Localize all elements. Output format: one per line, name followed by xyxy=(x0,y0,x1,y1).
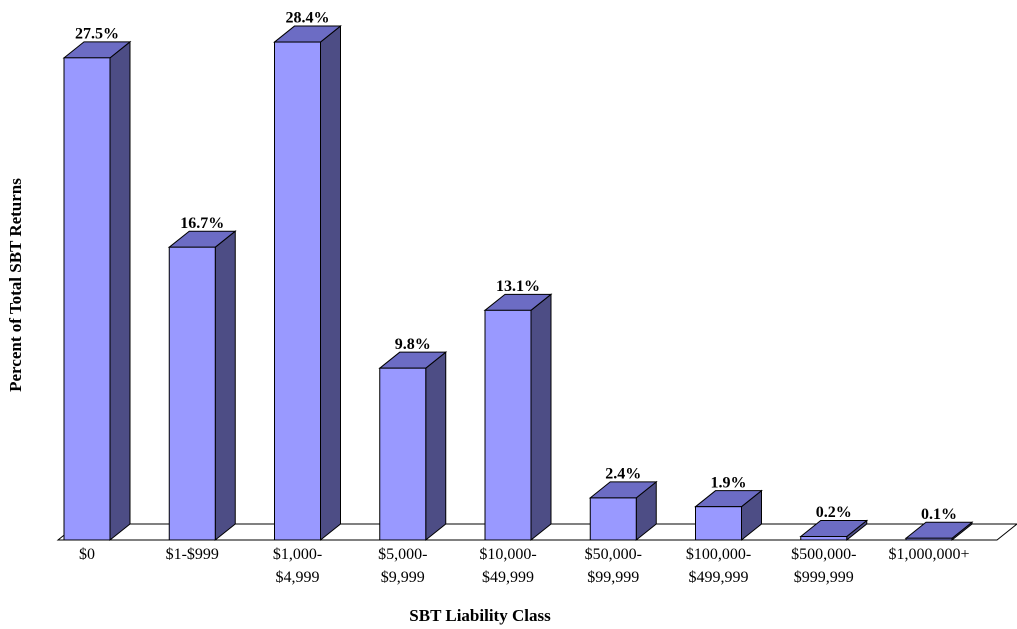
bar-side xyxy=(425,351,447,542)
data-label: 0.1% xyxy=(921,506,957,523)
bar xyxy=(484,309,532,541)
data-label: 27.5% xyxy=(75,26,119,43)
data-label: 0.2% xyxy=(816,504,852,521)
x-tick-label: $1,000-$4,999 xyxy=(273,546,322,586)
bar-side xyxy=(320,25,341,542)
x-tick-label: $500,000-$999,999 xyxy=(791,546,856,586)
bar xyxy=(63,57,111,541)
bar xyxy=(168,246,216,541)
bar xyxy=(800,535,848,541)
bar xyxy=(589,497,637,541)
data-label: 28.4% xyxy=(286,10,330,27)
x-axis-title: SBT Liability Class xyxy=(409,606,551,625)
x-tick-label: $100,000-$499,999 xyxy=(686,546,751,586)
bar-side xyxy=(109,40,131,542)
x-tick-label: $1-$999 xyxy=(166,546,219,563)
bar xyxy=(695,506,742,541)
bar xyxy=(379,367,427,541)
data-label: 2.4% xyxy=(605,466,641,483)
x-tick-label: $5,000-$9,999 xyxy=(378,546,427,586)
data-label: 9.8% xyxy=(395,336,431,353)
y-axis-title: Percent of Total SBT Returns xyxy=(6,178,25,392)
bar xyxy=(905,537,953,541)
x-tick-label: $1,000,000+ xyxy=(888,546,969,563)
data-label: 16.7% xyxy=(180,215,224,232)
x-tick-label: $0 xyxy=(79,546,95,563)
x-tick-label: $10,000-$49,999 xyxy=(479,546,536,586)
bar-side xyxy=(530,293,552,542)
bar-side xyxy=(214,230,236,542)
x-tick-label: $50,000-$99,999 xyxy=(585,546,642,586)
data-label: 13.1% xyxy=(496,278,540,295)
data-label: 1.9% xyxy=(711,474,747,491)
bar xyxy=(274,41,321,541)
